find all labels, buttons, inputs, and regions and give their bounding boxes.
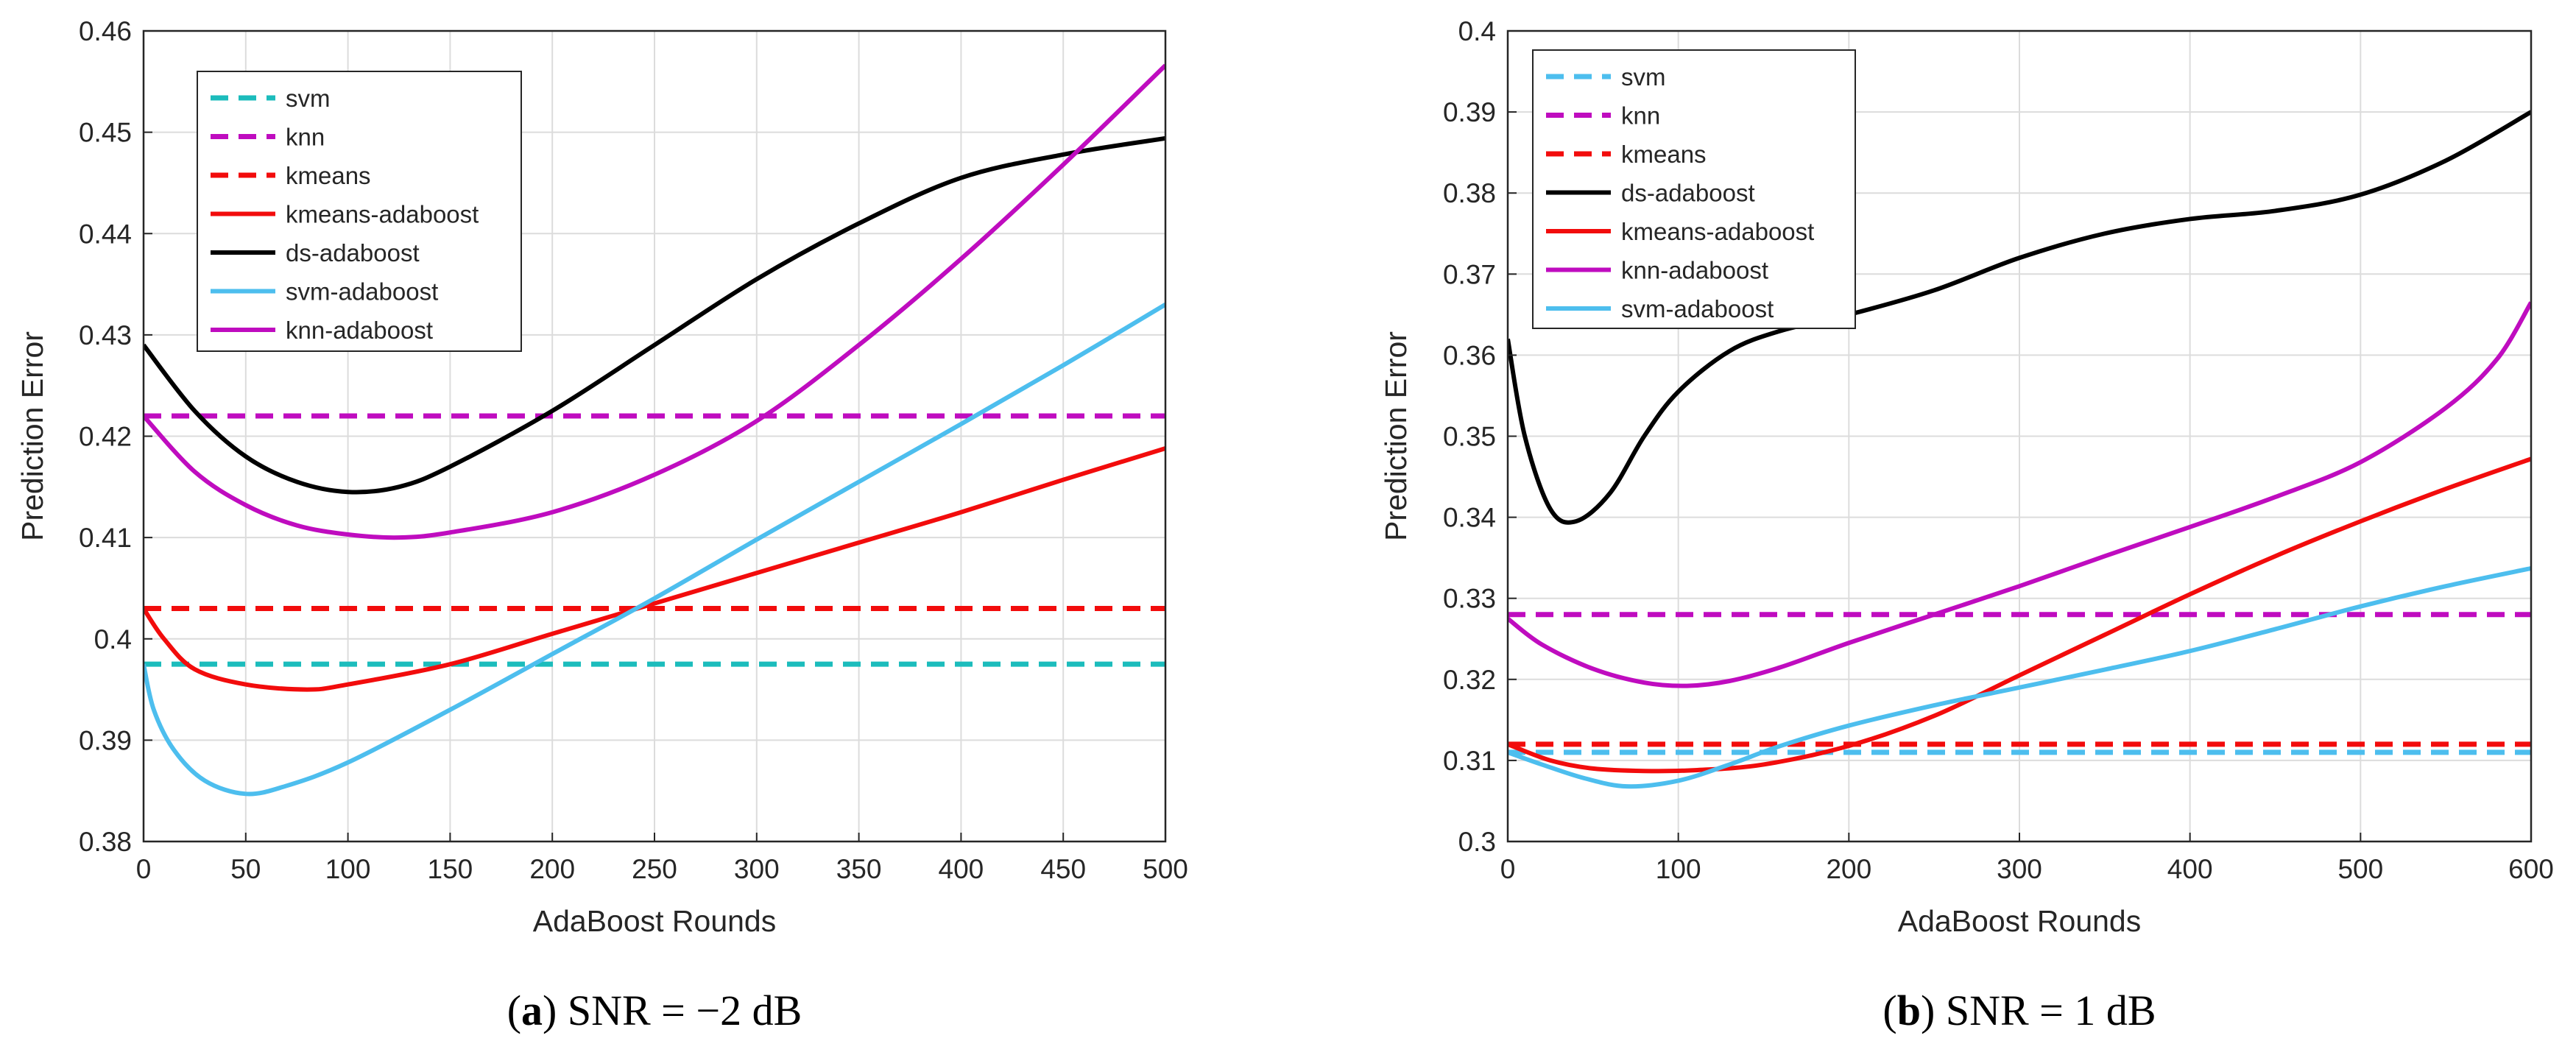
- x-tick-label: 0: [1500, 854, 1516, 884]
- y-tick-label: 0.36: [1443, 340, 1496, 370]
- legend-label-kmeans-adaboost: kmeans-adaboost: [1621, 218, 1814, 245]
- series-line-ds-adaboost: [144, 135, 1165, 495]
- legend-label-svm: svm: [1621, 63, 1666, 91]
- legend-label-svm: svm: [286, 85, 331, 112]
- legend-label-kmeans: kmeans: [1621, 141, 1707, 168]
- x-axis-label: AdaBoost Rounds: [533, 904, 777, 938]
- x-tick-label: 0: [136, 854, 152, 884]
- series-line-knn-adaboost: [144, 63, 1165, 540]
- legend: svm knn kmeans kmeans-adaboost ds-adaboost sv…: [197, 71, 522, 352]
- x-tick-label: 600: [2508, 854, 2554, 884]
- y-tick-label: 0.31: [1443, 746, 1496, 776]
- legend-box: [197, 71, 522, 352]
- x-tick-label: 300: [734, 854, 780, 884]
- caption-text: ) SNR = 1 dB: [1921, 987, 2156, 1034]
- caption-letter: a: [521, 987, 543, 1034]
- x-tick-label: 450: [1040, 854, 1086, 884]
- legend-label-kmeans: kmeans: [286, 162, 371, 189]
- y-tick-label: 0.44: [79, 219, 132, 249]
- caption-paren-open: (: [1882, 987, 1896, 1034]
- y-tick-label: 0.43: [79, 320, 132, 350]
- y-axis-label: Prediction Error: [15, 331, 49, 541]
- x-tick-label: 100: [1656, 854, 1701, 884]
- x-tick-label: 400: [939, 854, 984, 884]
- legend-label-knn-adaboost: knn-adaboost: [1621, 257, 1768, 284]
- y-tick-label: 0.38: [79, 827, 132, 857]
- series-line-svm-adaboost: [1508, 566, 2531, 789]
- series-line-svm-adaboost: [144, 303, 1165, 797]
- y-tick-label: 0.4: [1458, 16, 1496, 46]
- x-tick-label: 250: [632, 854, 677, 884]
- x-tick-label: 200: [1826, 854, 1871, 884]
- y-tick-label: 0.37: [1443, 259, 1496, 289]
- y-tick-label: 0.42: [79, 422, 132, 452]
- y-tick-label: 0.4: [94, 624, 132, 654]
- y-tick-label: 0.45: [79, 118, 132, 148]
- x-tick-label: 100: [325, 854, 371, 884]
- legend-label-knn: knn: [286, 124, 325, 151]
- y-tick-label: 0.32: [1443, 665, 1496, 695]
- y-tick-label: 0.39: [79, 725, 132, 755]
- legend: svm knn kmeans ds-adaboost kmeans-adaboost kn…: [1532, 49, 1856, 329]
- y-tick-label: 0.38: [1443, 178, 1496, 208]
- y-tick-label: 0.34: [1443, 503, 1496, 533]
- y-tick-label: 0.41: [79, 523, 132, 553]
- x-tick-label: 350: [836, 854, 882, 884]
- series-group: [1508, 110, 2531, 789]
- legend-label-knn-adaboost: knn-adaboost: [286, 317, 433, 344]
- legend-label-svm-adaboost: svm-adaboost: [286, 278, 438, 306]
- legend-label-ds-adaboost: ds-adaboost: [286, 239, 420, 267]
- x-axis-label: AdaBoost Rounds: [1898, 904, 2142, 938]
- series-group: [144, 63, 1165, 797]
- x-tick-label: 400: [2167, 854, 2213, 884]
- panel-caption: (a) SNR = −2 dB: [507, 987, 802, 1034]
- chart-panel-1: 0 50 100 150 200 250 300 350 400 450 500 0.38 0.39 0.…: [15, 16, 1188, 1034]
- y-tick-label: 0.39: [1443, 97, 1496, 127]
- x-tick-label: 300: [1997, 854, 2042, 884]
- x-tick-label: 150: [428, 854, 473, 884]
- caption-paren-open: (: [507, 987, 521, 1034]
- x-tick-label: 200: [529, 854, 575, 884]
- y-tick-label: 0.33: [1443, 584, 1496, 614]
- y-tick-label: 0.46: [79, 16, 132, 46]
- x-tick-label: 500: [1143, 854, 1188, 884]
- legend-label-svm-adaboost: svm-adaboost: [1621, 295, 1774, 322]
- y-tick-label: 0.3: [1458, 827, 1496, 857]
- legend-label-ds-adaboost: ds-adaboost: [1621, 180, 1755, 207]
- series-line-kmeans-adaboost: [144, 446, 1165, 692]
- x-tick-label: 50: [230, 854, 261, 884]
- y-axis-label: Prediction Error: [1379, 331, 1413, 541]
- legend-box: [1532, 49, 1856, 329]
- y-tick-label: 0.35: [1443, 422, 1496, 452]
- series-line-knn-adaboost: [1508, 301, 2531, 688]
- caption-letter: b: [1897, 987, 1921, 1034]
- legend-label-kmeans-adaboost: kmeans-adaboost: [286, 201, 479, 228]
- legend-label-knn: knn: [1621, 102, 1660, 130]
- panel-caption: (b) SNR = 1 dB: [1882, 987, 2156, 1034]
- x-tick-label: 500: [2337, 854, 2383, 884]
- series-line-kmeans-adaboost: [1508, 456, 2531, 774]
- chart-panel-2: 0 100 200 300 400 500 600 0.3 0.31 0.32 0.33 0.34 0.…: [1379, 16, 2554, 1034]
- caption-text: ) SNR = −2 dB: [543, 987, 802, 1034]
